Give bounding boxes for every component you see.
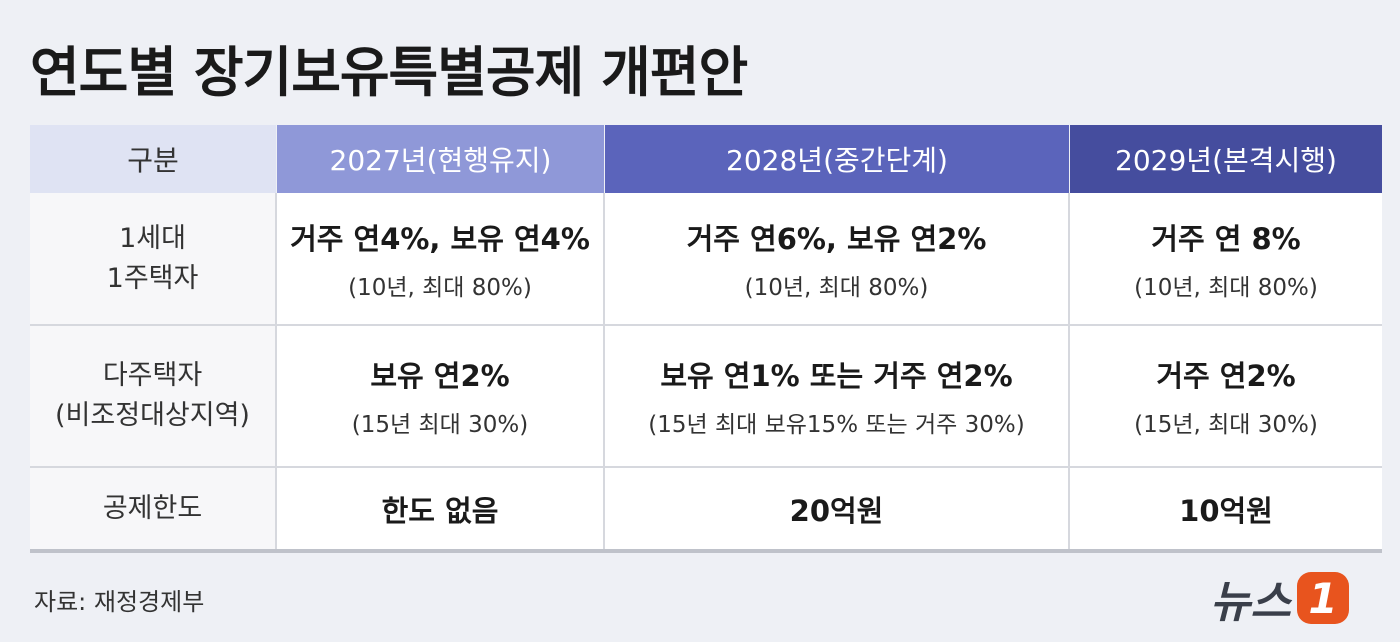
header-cell: 2027년(현행유지): [277, 125, 604, 193]
table-bottom-rule: [30, 549, 1382, 553]
row-label: 1세대 1주택자: [30, 193, 277, 326]
row-label-line: 다주택자: [102, 360, 203, 391]
cell-sub: (10년, 최대 80%): [744, 274, 929, 301]
logo-mark: 1: [1296, 572, 1349, 624]
cell-main: 보유 연2%: [370, 359, 510, 393]
table-cell: 거주 연4%, 보유 연4% (10년, 최대 80%): [277, 193, 605, 326]
cell-main: 거주 연6%, 보유 연2%: [686, 221, 987, 256]
cell-sub: (15년, 최대 30%): [1134, 412, 1318, 438]
source: 자료: 재정경제부: [34, 588, 205, 616]
title: 연도별 장기보유특별공제 개편안: [30, 41, 748, 104]
cell-main: 20억원: [789, 493, 884, 528]
row-label: 공제한도: [30, 468, 277, 551]
cell-main: 보유 연1% 또는 거주 연2%: [660, 359, 1013, 393]
table-cell: 거주 연 8% (10년, 최대 80%): [1070, 193, 1382, 326]
cell-main: 10억원: [1179, 493, 1273, 528]
header-cell: 2028년(중간단계): [605, 125, 1069, 193]
table-cell: 보유 연1% 또는 거주 연2% (15년 최대 보유15% 또는 거주 30%): [605, 326, 1070, 468]
cell-sub: (15년 최대 30%): [351, 412, 529, 438]
row-label-line: 1주택자: [106, 262, 199, 294]
header-cell: 구분: [30, 125, 276, 193]
row-label-line: 1세대: [119, 222, 186, 254]
table-cell: 10억원: [1070, 468, 1382, 551]
cell-main: 거주 연4%, 보유 연4%: [290, 221, 590, 256]
row-label-line: (비조정대상지역): [55, 400, 250, 431]
header-cell: 2029년(본격시행): [1070, 125, 1382, 193]
cell-main: 한도 없음: [381, 493, 499, 528]
cell-sub: (10년, 최대 80%): [1134, 274, 1318, 301]
table-cell: 보유 연2% (15년 최대 30%): [277, 326, 605, 468]
cell-main: 거주 연2%: [1156, 359, 1296, 393]
table-cell: 한도 없음: [277, 468, 605, 551]
cell-sub: (15년 최대 보유15% 또는 거주 30%): [648, 412, 1025, 438]
table: 구분 2027년(현행유지) 2028년(중간단계) 2029년(본격시행) 1세대 1주…: [30, 125, 1382, 553]
table-cell: 거주 연2% (15년, 최대 30%): [1070, 326, 1382, 468]
row-label-line: 공제한도: [102, 492, 203, 524]
logo-text: 뉴스: [1210, 577, 1291, 628]
table-cell: 20억원: [605, 468, 1070, 551]
cell-sub: (10년, 최대 80%): [348, 274, 532, 301]
cell-main: 거주 연 8%: [1151, 221, 1301, 256]
logo: 뉴스 1: [1210, 566, 1349, 630]
table-cell: 거주 연6%, 보유 연2% (10년, 최대 80%): [605, 193, 1070, 326]
row-label: 다주택자 (비조정대상지역): [30, 326, 277, 468]
